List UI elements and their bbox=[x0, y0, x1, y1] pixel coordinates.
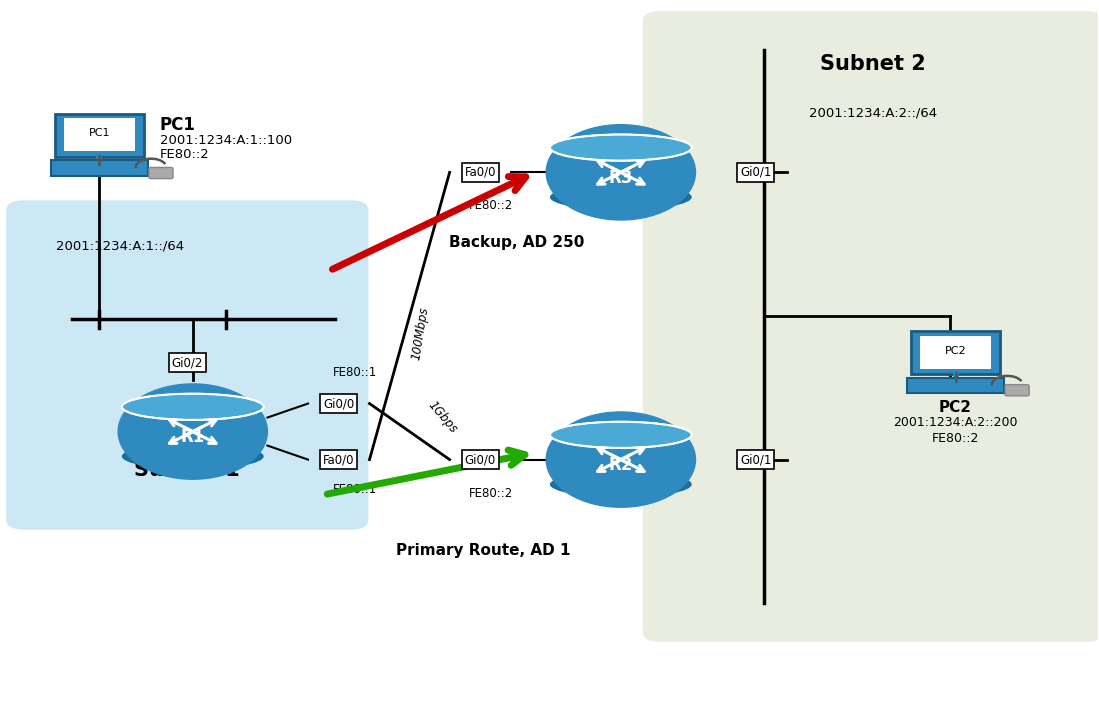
Text: 100Mbps: 100Mbps bbox=[410, 306, 431, 361]
Ellipse shape bbox=[122, 394, 264, 420]
FancyBboxPatch shape bbox=[908, 378, 1003, 393]
Text: FE80::2: FE80::2 bbox=[932, 432, 979, 444]
Text: Primary Route, AD 1: Primary Route, AD 1 bbox=[397, 543, 570, 558]
Text: 2001:1234:A:1::100: 2001:1234:A:1::100 bbox=[159, 134, 292, 147]
Ellipse shape bbox=[550, 422, 691, 448]
FancyBboxPatch shape bbox=[1004, 385, 1029, 396]
Ellipse shape bbox=[550, 135, 691, 161]
FancyBboxPatch shape bbox=[52, 161, 147, 176]
FancyBboxPatch shape bbox=[920, 336, 991, 369]
FancyBboxPatch shape bbox=[7, 200, 368, 529]
Text: Subnet 1: Subnet 1 bbox=[134, 460, 241, 480]
Text: 2001:1234:A:1::/64: 2001:1234:A:1::/64 bbox=[56, 239, 184, 253]
FancyBboxPatch shape bbox=[148, 168, 173, 178]
Text: R1: R1 bbox=[180, 428, 204, 446]
Text: FE80::1: FE80::1 bbox=[333, 366, 377, 378]
Text: Gi0/1: Gi0/1 bbox=[740, 453, 771, 466]
Text: PC1: PC1 bbox=[89, 128, 110, 138]
Text: R3: R3 bbox=[609, 169, 633, 187]
Text: PC1: PC1 bbox=[159, 116, 196, 133]
Text: Fa0/0: Fa0/0 bbox=[323, 453, 355, 466]
Text: Subnet 2: Subnet 2 bbox=[821, 54, 926, 74]
FancyBboxPatch shape bbox=[55, 114, 144, 157]
Text: Gi0/0: Gi0/0 bbox=[465, 453, 496, 466]
Text: Fa0/0: Fa0/0 bbox=[465, 166, 496, 179]
Circle shape bbox=[546, 125, 696, 220]
Ellipse shape bbox=[550, 184, 691, 210]
Text: R2: R2 bbox=[609, 456, 633, 475]
Ellipse shape bbox=[550, 471, 691, 498]
Text: Gi0/1: Gi0/1 bbox=[740, 166, 771, 179]
Text: FE80::1: FE80::1 bbox=[333, 482, 377, 496]
Circle shape bbox=[546, 412, 696, 508]
Text: PC2: PC2 bbox=[940, 400, 973, 415]
FancyBboxPatch shape bbox=[911, 331, 1000, 374]
Text: Backup, AD 250: Backup, AD 250 bbox=[448, 235, 585, 250]
Text: Gi0/0: Gi0/0 bbox=[323, 397, 354, 410]
Text: 1Gbps: 1Gbps bbox=[425, 399, 459, 436]
Text: 2001:1234:A:2::200: 2001:1234:A:2::200 bbox=[893, 416, 1018, 429]
Text: 2001:1234:A:2::/64: 2001:1234:A:2::/64 bbox=[809, 106, 937, 119]
FancyBboxPatch shape bbox=[64, 119, 135, 152]
Text: Gi0/2: Gi0/2 bbox=[171, 357, 203, 369]
Circle shape bbox=[118, 384, 267, 479]
Text: PC2: PC2 bbox=[945, 345, 966, 356]
Text: FE80::2: FE80::2 bbox=[159, 147, 210, 161]
Text: FE80::2: FE80::2 bbox=[469, 199, 513, 213]
Text: FE80::2: FE80::2 bbox=[469, 486, 513, 500]
Ellipse shape bbox=[122, 443, 264, 470]
FancyBboxPatch shape bbox=[643, 11, 1099, 642]
